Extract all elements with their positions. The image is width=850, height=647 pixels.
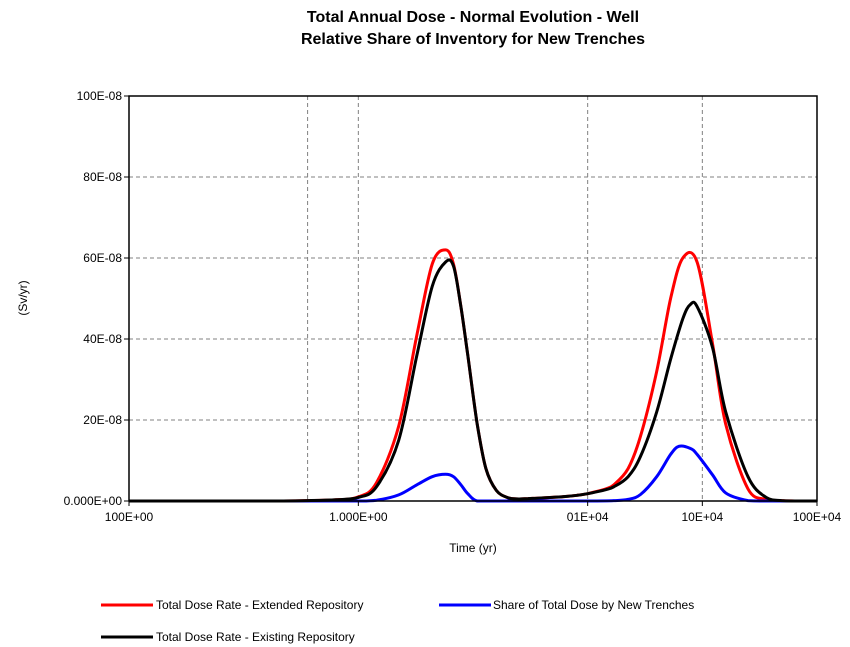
x-tick-label: 100E+04 — [793, 510, 842, 524]
y-tick-label: 60E-08 — [83, 251, 122, 265]
chart-title-line-1: Total Annual Dose - Normal Evolution - W… — [307, 9, 639, 26]
series-lines — [128, 248, 817, 503]
y-tick-label: 80E-08 — [83, 170, 122, 184]
legend-label-new-trenches: Share of Total Dose by New Trenches — [493, 598, 694, 612]
legend-item-existing: Total Dose Rate - Existing Repository — [101, 630, 355, 644]
y-axis-title: (Sv/yr) — [16, 280, 30, 315]
legend-item-extended: Total Dose Rate - Extended Repository — [101, 598, 363, 612]
x-tick-label: 1.000E+00 — [329, 510, 388, 524]
legend: Total Dose Rate - Extended Repository Sh… — [101, 598, 694, 644]
y-tick-label: 0.000E+00 — [64, 494, 123, 508]
legend-item-new-trenches: Share of Total Dose by New Trenches — [439, 598, 694, 612]
series-line-extended-repository — [128, 248, 817, 503]
y-tick-label: 40E-08 — [83, 332, 122, 346]
y-axis: 0.000E+00 20E-08 40E-08 60E-08 80E-08 100E-08 — [64, 89, 129, 508]
y-tick-label: 20E-08 — [83, 413, 122, 427]
x-tick-label: 100E+00 — [105, 510, 154, 524]
x-axis-title: Time (yr) — [449, 541, 497, 555]
legend-label-extended: Total Dose Rate - Extended Repository — [156, 598, 363, 612]
chart-title-line-2: Relative Share of Inventory for New Tren… — [301, 31, 645, 48]
series-line-existing-repository — [128, 258, 817, 503]
chart-title: Total Annual Dose - Normal Evolution - W… — [301, 9, 645, 48]
x-axis: 100E+00 1.000E+00 01E+04 100E+04 10E+04 — [105, 501, 842, 524]
x-tick-label: 01E+04 — [567, 510, 609, 524]
y-tick-label: 100E-08 — [77, 89, 123, 103]
series-line-new-trenches — [128, 444, 817, 503]
x-tick-label: 10E+04 — [681, 510, 723, 524]
gridlines — [129, 96, 817, 501]
legend-label-existing: Total Dose Rate - Existing Repository — [156, 630, 355, 644]
plot-area-border — [128, 95, 818, 502]
